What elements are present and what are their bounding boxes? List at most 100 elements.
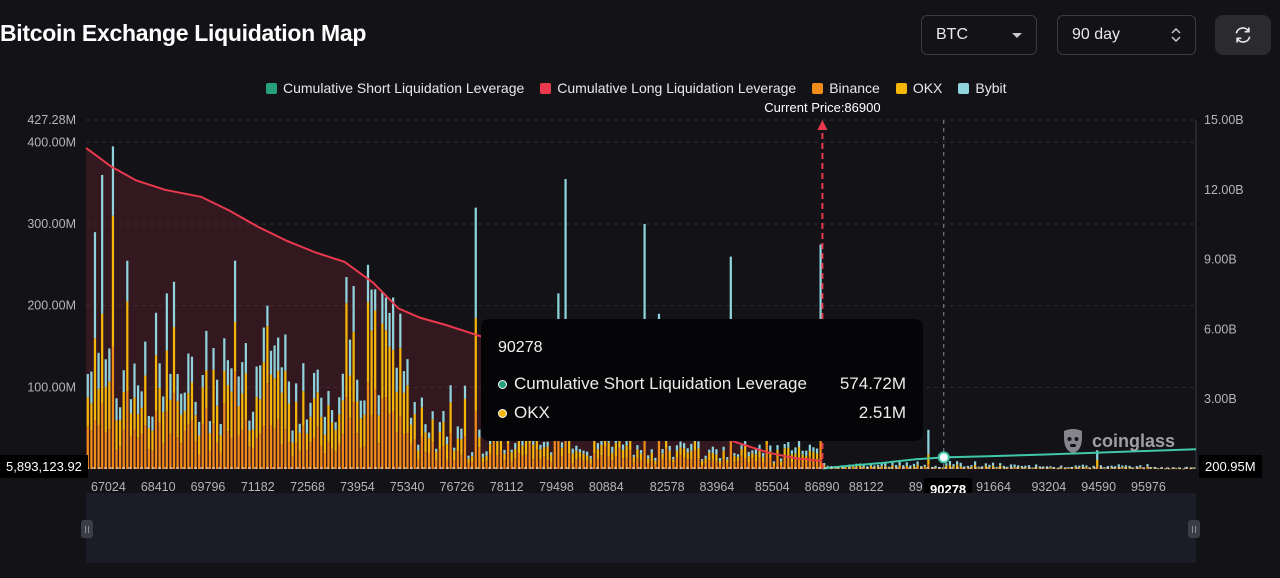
bar-binance — [1013, 467, 1016, 469]
bar-okx — [266, 326, 269, 384]
bar-binance — [266, 383, 269, 469]
range-select[interactable]: 90 day — [1057, 15, 1196, 55]
bar-okx — [1013, 467, 1016, 468]
bar-okx — [1042, 467, 1045, 469]
bar-okx — [607, 442, 610, 457]
bar-okx — [198, 435, 201, 455]
zoom-slider-track[interactable] — [86, 493, 1196, 563]
bar-binance — [1038, 468, 1041, 469]
bar-bybit — [546, 441, 549, 447]
bar-okx — [122, 392, 125, 431]
bar-binance — [348, 417, 352, 469]
bar-okx — [456, 438, 459, 452]
bar-binance — [183, 430, 186, 469]
zoom-handle-right[interactable] — [1188, 520, 1200, 538]
bar-binance — [801, 461, 804, 469]
bar-binance — [388, 414, 391, 469]
coin-select[interactable]: BTC — [921, 15, 1037, 55]
bar-bybit — [133, 363, 136, 398]
bar-binance — [693, 450, 696, 469]
refresh-button[interactable] — [1215, 15, 1271, 55]
bar-binance — [435, 459, 438, 469]
current-price-arrow — [817, 120, 828, 130]
bar-bybit — [1081, 464, 1084, 467]
bar-okx — [672, 459, 675, 463]
bar-okx — [1110, 467, 1113, 469]
bar-bybit — [309, 402, 312, 417]
bar-bybit — [165, 293, 168, 351]
bar-bybit — [866, 466, 869, 468]
legend-item-bybit[interactable]: Bybit — [958, 80, 1007, 96]
bar-okx — [1056, 468, 1059, 469]
bar-okx — [891, 465, 894, 468]
bar-bybit — [101, 174, 104, 314]
bar-binance — [230, 437, 233, 469]
bar-binance — [338, 443, 341, 469]
bar-bybit — [1085, 465, 1088, 468]
bar-okx — [524, 438, 528, 455]
bar-okx — [855, 465, 858, 468]
bar-binance — [668, 460, 671, 469]
bar-okx — [844, 466, 847, 468]
bar-okx — [916, 464, 919, 468]
bar-bybit — [1146, 464, 1149, 467]
bar-okx — [489, 444, 492, 454]
bar-binance — [837, 468, 840, 469]
bar-okx — [682, 448, 686, 458]
bar-binance — [654, 464, 657, 469]
y-right-tick-label: 6.00B — [1204, 322, 1237, 336]
bar-bybit — [445, 436, 449, 445]
bar-binance — [506, 444, 510, 469]
bar-binance — [172, 392, 176, 469]
bar-bybit — [205, 330, 208, 371]
bar-bybit — [1157, 468, 1160, 469]
bar-bybit — [715, 449, 718, 455]
bar-okx — [661, 453, 664, 460]
legend-item-short[interactable]: Cumulative Short Liquidation Leverage — [266, 80, 524, 96]
bar-bybit — [575, 445, 578, 452]
bar-okx — [621, 449, 625, 459]
bar-okx — [582, 453, 585, 461]
bar-bybit — [244, 343, 247, 374]
bar-binance — [438, 449, 441, 469]
bar-binance — [226, 431, 230, 469]
bar-binance — [216, 442, 219, 469]
legend-item-okx[interactable]: OKX — [895, 80, 942, 96]
bar-bybit — [413, 401, 416, 414]
bar-bybit — [1149, 467, 1153, 468]
bar-bybit — [323, 416, 326, 435]
bar-bybit — [287, 381, 291, 404]
bar-binance — [1024, 468, 1027, 469]
bar-binance — [596, 458, 600, 469]
bar-okx — [751, 453, 754, 459]
bar-bybit — [862, 464, 865, 468]
bar-bybit — [991, 462, 995, 466]
bar-binance — [104, 432, 107, 469]
bar-binance — [787, 458, 790, 469]
legend-item-binance[interactable]: Binance — [812, 80, 880, 96]
bar-bybit — [172, 281, 176, 328]
bar-binance — [517, 453, 520, 469]
legend-label: Binance — [829, 80, 880, 96]
bar-binance — [323, 453, 326, 469]
bar-bybit — [650, 449, 653, 453]
bar-bybit — [905, 462, 908, 466]
bar-bybit — [431, 411, 434, 420]
bar-okx — [352, 331, 355, 403]
bar-okx — [427, 438, 431, 454]
bar-binance — [690, 459, 693, 469]
zoom-handle-left[interactable] — [81, 520, 93, 538]
bar-okx — [783, 448, 786, 458]
bar-bybit — [399, 313, 402, 348]
bar-binance — [122, 430, 125, 469]
bar-binance — [647, 463, 650, 469]
legend-item-long[interactable]: Cumulative Long Liquidation Leverage — [540, 80, 796, 96]
bar-okx — [693, 441, 696, 451]
bar-okx — [686, 452, 689, 460]
bar-okx — [133, 397, 136, 430]
bar-bybit — [542, 441, 546, 448]
bar-bybit — [115, 398, 118, 421]
bar-binance — [381, 398, 384, 469]
bar-bybit — [467, 455, 470, 459]
